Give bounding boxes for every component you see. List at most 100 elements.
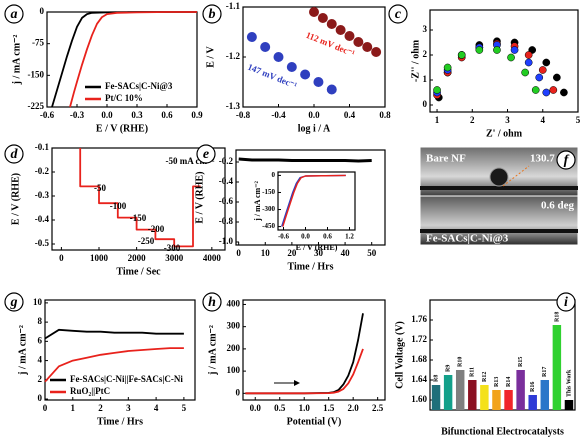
annotation: -50: [94, 183, 106, 193]
y-tick-label: -0.5: [35, 238, 50, 248]
y-tick-label: 10: [33, 297, 43, 307]
plot-frame: [429, 299, 576, 411]
plot-frame: [429, 9, 579, 113]
data-point: [542, 88, 551, 97]
x-tick-label: 10: [261, 248, 271, 258]
y-tick-label: -75: [32, 38, 44, 48]
data-point: [493, 46, 501, 54]
annotation: -200: [148, 224, 165, 234]
x-tick-label: 1.0: [299, 403, 311, 413]
y-tick-label: -1.2: [226, 51, 241, 61]
x-tick-label: 0: [236, 248, 241, 258]
bar-category-label: R17: [542, 367, 548, 377]
panel-badge: [196, 144, 216, 164]
y-tick-label: 300: [227, 321, 241, 331]
y-tick-label: 200: [227, 343, 241, 353]
data-point: [560, 88, 568, 97]
photo-label: Bare NF: [426, 153, 466, 165]
y-tick-label: 1.72: [411, 334, 427, 344]
data-point: [524, 51, 533, 59]
data-point: [538, 66, 547, 74]
y-tick-label: -0.4: [35, 214, 50, 224]
x-tick-label: 0.5: [274, 403, 286, 413]
data-point: [344, 31, 355, 41]
bar: [552, 325, 562, 410]
y-tick-label: 8: [38, 316, 43, 326]
droplet: [489, 167, 509, 187]
y-tick-label: 3: [423, 24, 428, 34]
y-tick-label: 1: [423, 74, 428, 84]
bar-category-label: R13: [494, 377, 500, 387]
data-line: [79, 148, 201, 248]
y-axis-label: -Z'' / ohm: [410, 39, 421, 82]
plot-frame: [44, 299, 196, 401]
y-tick-label: -0.6: [219, 196, 234, 206]
panel-label: b: [209, 7, 216, 22]
bar: [516, 370, 525, 410]
bar-category-label: R12: [482, 372, 488, 382]
bar: [468, 380, 477, 410]
x-tick-label: 2.5: [372, 403, 384, 413]
x-tick-label: 4: [154, 403, 159, 413]
y-tick-label: -300: [262, 205, 275, 213]
data-line: [238, 157, 372, 163]
x-tick-label: 2: [98, 403, 103, 413]
x-tick-label: 5: [576, 115, 581, 125]
legend-label: Fe-SACs|C-Ni||Fe-SACs|C-Ni: [70, 374, 183, 384]
x-tick-label: -0.4: [271, 110, 286, 120]
data-point: [326, 84, 337, 95]
legend-label: Fe-SACs|C-Ni@3: [105, 81, 173, 91]
data-line: [44, 347, 184, 383]
panel-label: d: [11, 147, 19, 162]
bar: [455, 370, 465, 410]
x-tick-label: 0: [59, 253, 64, 263]
bar: [492, 390, 501, 410]
data-point: [335, 25, 346, 35]
x-tick-label: 0.4: [344, 110, 356, 120]
data-point: [553, 73, 561, 82]
x-tick-label: -0.8: [236, 110, 251, 120]
x-tick-label: 0.8: [379, 110, 391, 120]
y-tick-label: 1.64: [411, 374, 427, 384]
panel-badge: [388, 4, 408, 24]
bar: [480, 385, 489, 410]
legend-label: Pt/C 10%: [105, 93, 143, 103]
x-tick-label: 4: [541, 115, 546, 125]
data-point: [542, 58, 551, 67]
panel-badge: [556, 150, 576, 170]
x-tick-label: -0.3: [70, 110, 85, 120]
x-tick-label: 0.0: [250, 403, 262, 413]
photo-label: Fe-SACs|C-Ni@3: [426, 233, 509, 245]
data-point: [246, 32, 257, 42]
y-tick-label: 4: [38, 355, 43, 365]
x-tick-label: 3: [505, 115, 510, 125]
y-tick-label: -150: [262, 188, 275, 196]
panel-badge: [202, 292, 222, 312]
x-tick-label: 0.0: [308, 110, 320, 120]
data-point: [371, 47, 382, 57]
annotation: -250: [138, 236, 155, 246]
x-tick-label: 5: [182, 403, 187, 413]
data-point: [531, 86, 540, 94]
data-point: [433, 86, 441, 94]
data-point: [549, 86, 558, 94]
substrate: [420, 229, 578, 233]
x-axis-label: Time / Hrs: [97, 416, 143, 427]
bar-category-label: R10: [458, 357, 464, 367]
substrate: [420, 186, 578, 190]
x-tick-label: 2000: [128, 253, 147, 263]
y-tick-label: 0: [423, 99, 428, 109]
data-point: [353, 37, 364, 47]
y-tick-label: -0.2: [219, 156, 234, 166]
photo-label: 0.6 deg: [541, 200, 575, 212]
annotation: -100: [110, 201, 127, 211]
y-tick-label: -0.2: [35, 166, 50, 176]
panel-label: g: [10, 295, 18, 310]
y-tick-label: 0: [40, 6, 45, 16]
x-tick-label: 3: [126, 403, 131, 413]
y-tick-label: 400: [227, 299, 241, 309]
x-tick-label: 4000: [203, 253, 222, 263]
x-axis-label: Z' / ohm: [486, 128, 523, 139]
bar: [540, 380, 550, 410]
